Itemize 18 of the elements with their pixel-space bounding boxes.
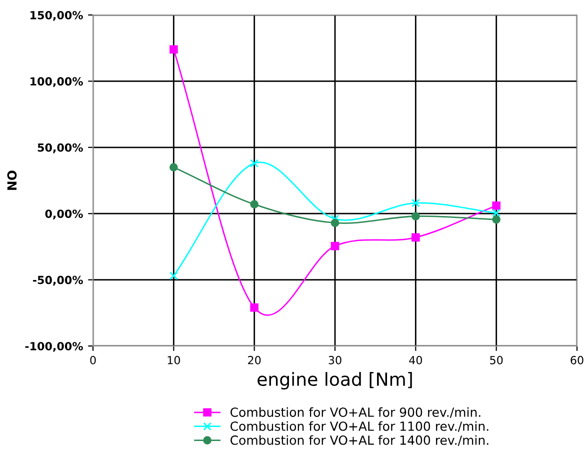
x-tick-label: 50 <box>490 356 503 364</box>
y-tick-label: 100,00% <box>30 77 83 87</box>
y-tick-label: 50,00% <box>38 143 83 154</box>
x-tick-label: 40 <box>409 356 422 364</box>
y-tick-label: 0,00% <box>45 210 83 220</box>
y-tick-label: 150,00% <box>30 10 83 21</box>
x-tick-label: 20 <box>248 356 261 364</box>
legend-label: Combustion for VO+AL for 1100 rev./min. <box>230 421 488 432</box>
x-tick-label: 0 <box>90 356 96 364</box>
legend-label: Combustion for VO+AL for 1400 rev./min. <box>230 435 488 446</box>
y-tick-label: -100,00% <box>25 342 83 352</box>
y-tick-label: -50,00% <box>32 276 83 286</box>
legend-label: Combustion for VO+AL for 900 rev./min. <box>230 407 480 418</box>
x-tick-label: 10 <box>168 356 180 364</box>
x-axis-title: engine load [Nm] <box>258 372 412 390</box>
y-axis-title: NO <box>7 170 17 190</box>
x-tick-label: 60 <box>570 356 584 364</box>
x-tick-label: 30 <box>328 356 342 364</box>
